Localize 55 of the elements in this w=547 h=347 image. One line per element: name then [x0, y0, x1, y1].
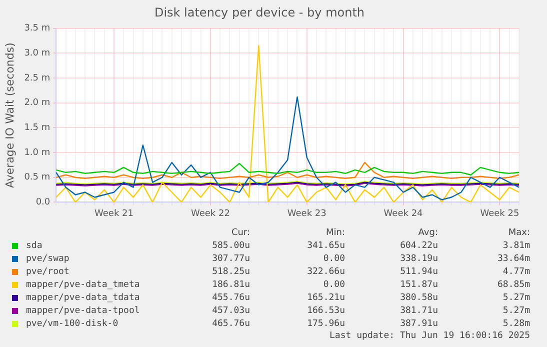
- legend-label: mapper/pve-data_tdata: [26, 292, 141, 302]
- text: 5.28m: [502, 318, 530, 328]
- text: 457.03u: [211, 306, 250, 316]
- text: 4.77m: [502, 266, 530, 276]
- text: 604.22u: [399, 240, 438, 250]
- text: 465.76u: [211, 318, 250, 328]
- text: 5.27m: [502, 306, 530, 316]
- x-tick-label: Week 22: [190, 208, 230, 219]
- text: 341.65u: [306, 240, 345, 250]
- text: 511.94u: [399, 266, 438, 276]
- text: Min:: [324, 228, 345, 238]
- text: 151.87u: [399, 280, 438, 290]
- y-tick-label: 3.0 m: [24, 48, 50, 59]
- legend-label: mapper/pve-data_tmeta: [26, 280, 141, 290]
- text: 186.81u: [211, 280, 250, 290]
- legend-label: mapper/pve-data-tpool: [26, 306, 141, 316]
- text: 0.00: [322, 254, 345, 264]
- text: Cur:: [230, 228, 250, 238]
- text: 166.53u: [306, 306, 345, 316]
- y-tick-label: 3.5 m: [24, 24, 50, 34]
- y-tick-label: 2.0 m: [24, 98, 50, 108]
- text: 3.81m: [502, 240, 530, 250]
- text: 0.00: [322, 280, 345, 290]
- chart-title: Disk latency per device - by month: [154, 5, 365, 20]
- legend-label: pve/vm-100-disk-0: [26, 318, 120, 328]
- text: 518.25u: [211, 266, 250, 276]
- y-tick-label: 0.0: [36, 198, 50, 208]
- text: 68.85m: [496, 280, 530, 290]
- y-tick-label: 2.5 m: [24, 73, 50, 84]
- x-tick-label: Week 21: [94, 208, 134, 219]
- text: 165.21u: [306, 292, 345, 302]
- legend-label: pve/swap: [26, 254, 70, 264]
- y-tick-label: 0.5 m: [24, 172, 50, 183]
- text: 338.19u: [399, 254, 438, 264]
- text: 322.66u: [306, 266, 345, 276]
- text: Last update: Thu Jun 19 16:00:16 2025: [328, 330, 530, 342]
- x-tick-label: Week 23: [287, 208, 326, 219]
- y-tick-label: 1.5 m: [24, 123, 50, 134]
- text: 381.71u: [399, 306, 438, 316]
- text: 380.58u: [399, 292, 438, 302]
- text: 5.27m: [502, 292, 530, 302]
- x-tick-label: Week 25: [480, 208, 520, 219]
- text: 455.76u: [211, 292, 250, 302]
- text: 307.77u: [211, 254, 250, 264]
- y-axis-title: Average IO Wait (seconds): [3, 42, 16, 188]
- y-tick-label: 1.0 m: [24, 148, 50, 158]
- text: Max:: [507, 228, 530, 238]
- legend-label: pve/root: [26, 266, 70, 276]
- x-tick-label: Week 24: [384, 208, 424, 219]
- text: 387.91u: [399, 318, 438, 328]
- text: 175.96u: [306, 318, 345, 328]
- text: Avg:: [417, 228, 438, 238]
- legend-label: sda: [26, 240, 44, 250]
- text: 585.00u: [211, 240, 250, 250]
- text: 33.64m: [496, 254, 530, 264]
